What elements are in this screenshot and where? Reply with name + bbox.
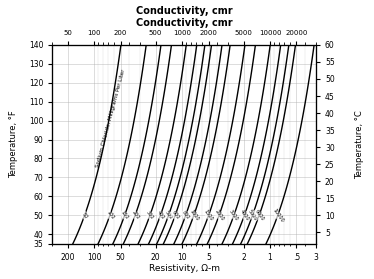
Y-axis label: Temperature, °F: Temperature, °F bbox=[9, 110, 18, 178]
Text: 4000: 4000 bbox=[239, 209, 250, 222]
Text: 50: 50 bbox=[81, 211, 89, 219]
Text: 3000: 3000 bbox=[228, 209, 240, 222]
Text: 100: 100 bbox=[105, 210, 115, 220]
Title: Conductivity, cmr: Conductivity, cmr bbox=[136, 6, 232, 16]
Text: 150: 150 bbox=[120, 210, 129, 220]
Text: Sodium Chloride, Milligrams Per Liter: Sodium Chloride, Milligrams Per Liter bbox=[95, 69, 126, 168]
Text: 2000: 2000 bbox=[214, 209, 225, 222]
Text: 800: 800 bbox=[181, 210, 190, 220]
Text: 300: 300 bbox=[145, 210, 155, 220]
Text: 400: 400 bbox=[156, 210, 165, 220]
Text: 1000: 1000 bbox=[188, 209, 199, 222]
X-axis label: Conductivity, cmr: Conductivity, cmr bbox=[136, 18, 232, 28]
Text: 1500: 1500 bbox=[203, 209, 214, 222]
X-axis label: Resistivity, Ω-m: Resistivity, Ω-m bbox=[148, 264, 220, 273]
Text: 600: 600 bbox=[171, 210, 180, 220]
Text: 10000: 10000 bbox=[271, 207, 284, 223]
Y-axis label: Temperature, °C: Temperature, °C bbox=[356, 110, 365, 179]
Text: 500: 500 bbox=[164, 210, 173, 220]
Text: 5000: 5000 bbox=[247, 209, 258, 222]
Text: 6000: 6000 bbox=[254, 209, 265, 222]
Text: 200: 200 bbox=[131, 210, 140, 220]
